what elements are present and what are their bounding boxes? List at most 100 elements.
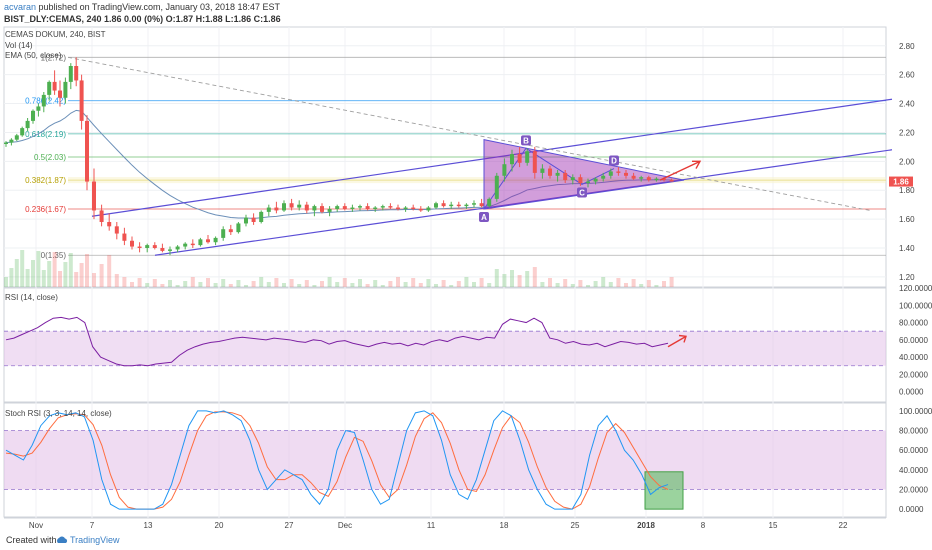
price-tick-label: 2.80 bbox=[899, 42, 915, 51]
volume-bar bbox=[41, 270, 46, 287]
volume-bar bbox=[221, 279, 226, 287]
pattern-point-marker bbox=[577, 187, 587, 198]
volume-bar bbox=[4, 277, 8, 287]
volume-bar bbox=[532, 267, 537, 287]
time-tick-label: 11 bbox=[427, 521, 436, 530]
rsi-band bbox=[4, 331, 886, 366]
price-tick-label: 1.40 bbox=[899, 244, 915, 253]
price-tick-label: 1.80 bbox=[899, 186, 915, 195]
fib-level-label: 0(1.35) bbox=[41, 251, 67, 260]
tradingview-brand[interactable]: TradingView bbox=[70, 535, 120, 545]
volume-bar bbox=[388, 281, 393, 287]
candle-body bbox=[396, 207, 400, 209]
rsi-legend: RSI (14, close) bbox=[5, 293, 58, 302]
candle-body bbox=[578, 177, 583, 183]
volume-bar bbox=[449, 285, 454, 287]
candle-body bbox=[190, 243, 195, 246]
pattern-point-label: D bbox=[611, 157, 617, 166]
volume-bar bbox=[593, 281, 598, 287]
volume-bar bbox=[137, 278, 142, 287]
candle-body bbox=[342, 206, 347, 209]
rsi-arrow-head bbox=[678, 334, 687, 343]
publish-info: acvaran published on TradingView.com, Ja… bbox=[4, 2, 280, 12]
volume-bar bbox=[517, 275, 522, 287]
candle-body bbox=[494, 175, 499, 199]
candle-body bbox=[646, 177, 651, 181]
candle-body bbox=[4, 142, 8, 144]
price-tick-label: 2.40 bbox=[899, 100, 915, 109]
volume-bar bbox=[228, 284, 233, 287]
volume-bar bbox=[274, 278, 279, 287]
candle-body bbox=[259, 211, 264, 222]
candle-body bbox=[358, 206, 362, 208]
volume-bar bbox=[68, 253, 73, 287]
candle-body bbox=[365, 206, 370, 209]
pattern-point-marker bbox=[521, 135, 531, 146]
candle-body bbox=[297, 204, 302, 208]
volume-bar bbox=[358, 279, 362, 287]
volume-bar bbox=[342, 278, 347, 287]
volume-bar bbox=[502, 274, 507, 287]
candle-body bbox=[669, 180, 674, 182]
volume-bar bbox=[320, 281, 324, 287]
volume-bar bbox=[244, 285, 248, 287]
candle-body bbox=[608, 171, 613, 176]
candle-body bbox=[31, 110, 35, 121]
candle-body bbox=[517, 154, 522, 163]
fib-level-label: 0.5(2.03) bbox=[34, 153, 66, 162]
candle-body bbox=[9, 139, 14, 143]
volume-bar bbox=[183, 281, 188, 287]
forecast-arrow bbox=[659, 160, 701, 181]
volume-bar bbox=[456, 281, 461, 287]
volume-bar bbox=[52, 252, 57, 287]
price-tick-label: 1.60 bbox=[899, 215, 915, 224]
candle-body bbox=[63, 81, 68, 98]
candle-body bbox=[47, 81, 52, 95]
candle-body bbox=[601, 175, 606, 179]
volume-bar bbox=[190, 277, 195, 287]
time-tick-label: 13 bbox=[144, 521, 153, 530]
fib-level-label: 0.236(1.67) bbox=[25, 205, 66, 214]
last-price-label: 1.86 bbox=[893, 178, 909, 187]
candle-body bbox=[122, 233, 127, 241]
rsi-tick-label: 80.0000 bbox=[899, 319, 928, 328]
volume-bar bbox=[175, 285, 180, 287]
volume-bar bbox=[266, 282, 271, 287]
created-with-text: Created with bbox=[6, 535, 57, 545]
candle-body bbox=[274, 207, 279, 211]
last-price-tag bbox=[889, 176, 913, 187]
candle-body bbox=[532, 151, 537, 173]
candle-body bbox=[570, 177, 575, 181]
rsi-tick-label: 120.0000 bbox=[899, 284, 932, 293]
volume-bar bbox=[236, 280, 241, 287]
candle-body bbox=[213, 237, 218, 243]
volume-bar bbox=[145, 283, 150, 287]
time-tick-label: 2018 bbox=[637, 521, 655, 530]
candle-body bbox=[563, 172, 568, 181]
volume-bar bbox=[396, 277, 400, 287]
volume-legend: Vol (14) bbox=[5, 41, 33, 50]
forecast-arrow-head bbox=[692, 160, 702, 169]
volume-bar bbox=[555, 283, 560, 287]
candle-body bbox=[418, 209, 423, 211]
candle-body bbox=[327, 209, 332, 212]
rsi-tick-label: 60.0000 bbox=[899, 336, 928, 345]
volume-bar bbox=[168, 280, 172, 287]
volume-bar bbox=[578, 280, 583, 287]
volume-bar bbox=[130, 282, 134, 287]
author-link[interactable]: acvaran bbox=[4, 2, 37, 12]
volume-bar bbox=[312, 285, 317, 287]
candle-body bbox=[373, 207, 378, 209]
candle-body bbox=[289, 203, 294, 208]
volume-bar bbox=[14, 259, 19, 287]
time-tick-label: 20 bbox=[215, 521, 224, 530]
volume-bar bbox=[20, 250, 25, 287]
pattern-point-marker bbox=[609, 155, 619, 166]
volume-bar bbox=[403, 282, 408, 287]
volume-bar bbox=[479, 278, 484, 287]
candle-body bbox=[441, 203, 446, 207]
volume-bar bbox=[616, 278, 621, 287]
candle-body bbox=[282, 203, 286, 211]
candle-body bbox=[198, 239, 203, 246]
volume-bar bbox=[494, 269, 499, 287]
